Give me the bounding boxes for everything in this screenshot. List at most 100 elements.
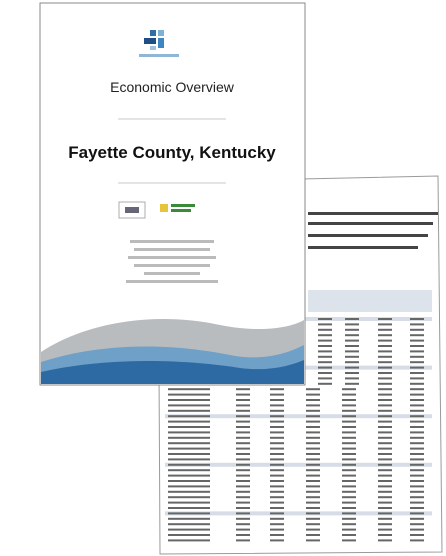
table-cell — [378, 372, 392, 374]
table-section — [165, 511, 432, 516]
partner-logo-mark — [125, 207, 139, 213]
table-cell — [378, 517, 392, 520]
table-cell — [306, 517, 320, 520]
table-cell — [236, 528, 250, 531]
table-cell — [410, 453, 424, 455]
table-cell — [236, 420, 250, 423]
table-cell — [168, 517, 210, 520]
cover-title: Economic Overview — [110, 79, 235, 95]
table-cell — [342, 490, 356, 493]
table-cell — [410, 534, 424, 536]
table-cell — [270, 453, 284, 455]
table-cell — [410, 415, 424, 418]
table-cell — [345, 372, 359, 374]
table-cell — [410, 355, 424, 358]
table-cell — [378, 523, 392, 526]
table-cell — [306, 539, 320, 542]
table-cell — [168, 393, 210, 396]
table-cell — [236, 534, 250, 536]
table-cell — [318, 339, 332, 342]
table-cell — [306, 404, 320, 407]
table-cell — [345, 377, 359, 380]
table-cell — [168, 463, 210, 466]
table-cell — [236, 415, 250, 418]
table-cell — [168, 442, 210, 445]
table-cell — [378, 534, 392, 536]
table-cell — [342, 447, 356, 450]
table-cell — [236, 388, 250, 391]
table-cell — [345, 323, 359, 326]
table-cell — [410, 539, 424, 542]
table-cell — [342, 523, 356, 526]
partner-logo — [160, 204, 168, 212]
table-cell — [236, 436, 250, 439]
table-cell — [318, 382, 332, 385]
table-cell — [306, 409, 320, 412]
logo-square — [144, 38, 156, 44]
table-cell — [270, 523, 284, 526]
table-cell — [168, 474, 210, 477]
table-cell — [168, 426, 210, 428]
table-cell — [236, 480, 250, 482]
table-cell — [378, 501, 392, 504]
table-cell — [378, 382, 392, 385]
table-cell — [378, 339, 392, 342]
table-cell — [168, 453, 210, 455]
table-cell — [378, 442, 392, 445]
table-cell — [168, 469, 210, 472]
table-cell — [168, 431, 210, 434]
table-cell — [342, 415, 356, 418]
address-line — [144, 272, 200, 275]
table-cell — [378, 345, 392, 347]
logo-square — [150, 30, 156, 36]
logo — [139, 30, 179, 57]
table-cell — [306, 501, 320, 504]
table-cell — [378, 447, 392, 450]
table-cell — [306, 507, 320, 509]
table-cell — [270, 469, 284, 472]
table-cell — [270, 420, 284, 423]
table-cell — [345, 361, 359, 364]
table-cell — [410, 528, 424, 531]
table-cell — [378, 318, 392, 320]
table-cell — [410, 431, 424, 434]
table-cell — [318, 366, 332, 369]
table-cell — [342, 393, 356, 396]
table-cell — [345, 366, 359, 369]
table-cell — [410, 377, 424, 380]
table-cell — [270, 496, 284, 499]
table-cell — [306, 436, 320, 439]
table-cell — [410, 523, 424, 526]
table-cell — [342, 409, 356, 412]
table-cell — [236, 458, 250, 461]
table-cell — [318, 318, 332, 320]
table-cell — [270, 507, 284, 509]
table-cell — [378, 409, 392, 412]
table-cell — [342, 404, 356, 407]
table-cell — [342, 388, 356, 391]
table-cell — [168, 507, 210, 509]
table-cell — [306, 496, 320, 499]
table-cell — [270, 512, 284, 515]
table-cell — [236, 442, 250, 445]
table-cell — [410, 474, 424, 477]
table-cell — [410, 372, 424, 374]
table-cell — [306, 523, 320, 526]
table-cell — [270, 480, 284, 482]
table-cell — [378, 328, 392, 331]
table-cell — [345, 339, 359, 342]
table-cell — [306, 512, 320, 515]
table-cell — [410, 496, 424, 499]
table-cell — [270, 404, 284, 407]
table-cell — [410, 420, 424, 423]
table-cell — [345, 350, 359, 353]
table-cell — [318, 355, 332, 358]
table-cell — [378, 355, 392, 358]
table-cell — [168, 447, 210, 450]
table-cell — [168, 501, 210, 504]
table-cell — [236, 431, 250, 434]
table-cell — [378, 507, 392, 509]
logo-square — [158, 38, 164, 48]
table-cell — [342, 420, 356, 423]
table-cell — [410, 426, 424, 428]
